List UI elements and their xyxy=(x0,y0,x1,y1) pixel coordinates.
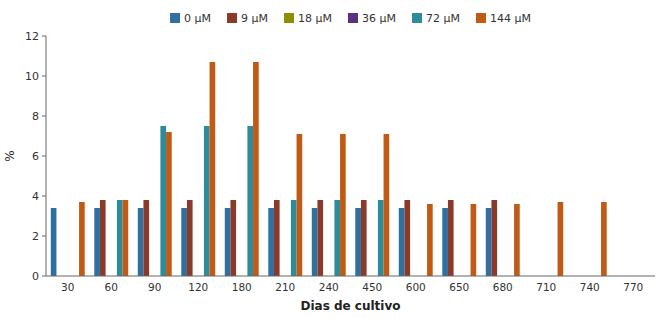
legend-item: 144 μM xyxy=(476,12,531,25)
legend: 0 μM 9 μM 18 μM 36 μM 72 μM 144 μM xyxy=(170,12,531,25)
y-axis xyxy=(46,36,47,276)
y-tick xyxy=(42,116,46,117)
legend-item: 0 μM xyxy=(170,12,211,25)
bar xyxy=(601,202,607,276)
legend-swatch xyxy=(476,13,486,23)
legend-swatch xyxy=(227,13,237,23)
bar xyxy=(187,200,193,276)
bar xyxy=(471,204,477,276)
bar xyxy=(138,208,144,276)
y-tick xyxy=(42,196,46,197)
bar xyxy=(427,204,433,276)
bar xyxy=(204,126,210,276)
legend-swatch xyxy=(284,13,294,23)
y-tick-label: 10 xyxy=(25,70,39,83)
y-tick xyxy=(42,76,46,77)
x-axis-label: Dias de cultivo xyxy=(300,299,400,313)
bar xyxy=(442,208,448,276)
bar xyxy=(181,208,187,276)
x-tick-label: 450 xyxy=(362,281,382,293)
legend-label: 9 μM xyxy=(241,12,268,25)
bar xyxy=(117,200,123,276)
x-tick-label: 90 xyxy=(148,281,161,293)
y-tick xyxy=(42,36,46,37)
bar xyxy=(486,208,492,276)
legend-label: 36 μM xyxy=(362,12,396,25)
y-tick-label: 6 xyxy=(32,150,39,163)
bar xyxy=(210,62,216,276)
bar xyxy=(340,134,346,276)
bar xyxy=(100,200,106,276)
bar xyxy=(160,126,166,276)
x-tick-label: 30 xyxy=(61,281,74,293)
bar xyxy=(297,134,303,276)
y-tick-label: 4 xyxy=(32,190,39,203)
bar xyxy=(143,200,149,276)
bar xyxy=(291,200,297,276)
bar xyxy=(558,202,564,276)
bar xyxy=(399,208,405,276)
legend-swatch xyxy=(348,13,358,23)
bar xyxy=(378,200,384,276)
chart: 0 2 4 6 8 10 12 30 60 90 120 180 210 240 450 600 650 680 7… xyxy=(0,0,669,318)
x-tick-label: 740 xyxy=(580,281,600,293)
bar xyxy=(123,200,129,276)
bar xyxy=(491,200,497,276)
bar xyxy=(253,62,259,276)
legend-item: 18 μM xyxy=(284,12,332,25)
x-tick-label: 240 xyxy=(319,281,339,293)
bar xyxy=(361,200,367,276)
y-tick xyxy=(42,276,46,277)
x-tick-label: 650 xyxy=(449,281,469,293)
legend-label: 144 μM xyxy=(490,12,531,25)
bar xyxy=(334,200,340,276)
y-tick xyxy=(42,236,46,237)
x-tick-label: 600 xyxy=(406,281,426,293)
x-axis xyxy=(46,276,655,277)
bar xyxy=(312,208,318,276)
x-tick-label: 210 xyxy=(275,281,295,293)
x-tick-label: 60 xyxy=(105,281,118,293)
legend-swatch xyxy=(170,13,180,23)
bar xyxy=(230,200,236,276)
legend-label: 72 μM xyxy=(426,12,460,25)
x-tick-label: 770 xyxy=(623,281,643,293)
bar xyxy=(51,208,57,276)
x-tick-label: 180 xyxy=(232,281,252,293)
x-tick-label: 710 xyxy=(536,281,556,293)
bar xyxy=(317,200,323,276)
bar xyxy=(404,200,410,276)
y-tick-label: 8 xyxy=(32,110,39,123)
y-tick-label: 12 xyxy=(25,30,39,43)
bar xyxy=(355,208,361,276)
x-tick-label: 120 xyxy=(188,281,208,293)
bar xyxy=(274,200,280,276)
legend-label: 0 μM xyxy=(184,12,211,25)
y-axis-label: % xyxy=(3,150,17,161)
legend-item: 9 μM xyxy=(227,12,268,25)
bar xyxy=(166,132,172,276)
bar xyxy=(268,208,274,276)
legend-item: 36 μM xyxy=(348,12,396,25)
bars xyxy=(51,62,607,276)
legend-label: 18 μM xyxy=(298,12,332,25)
bar xyxy=(79,202,85,276)
y-tick xyxy=(42,156,46,157)
bar xyxy=(94,208,100,276)
bar xyxy=(514,204,520,276)
bar xyxy=(384,134,390,276)
bar xyxy=(247,126,253,276)
y-tick-label: 2 xyxy=(32,230,39,243)
bar xyxy=(225,208,231,276)
y-tick-label: 0 xyxy=(32,270,39,283)
x-tick-label: 680 xyxy=(493,281,513,293)
bar xyxy=(448,200,454,276)
legend-swatch xyxy=(412,13,422,23)
legend-item: 72 μM xyxy=(412,12,460,25)
